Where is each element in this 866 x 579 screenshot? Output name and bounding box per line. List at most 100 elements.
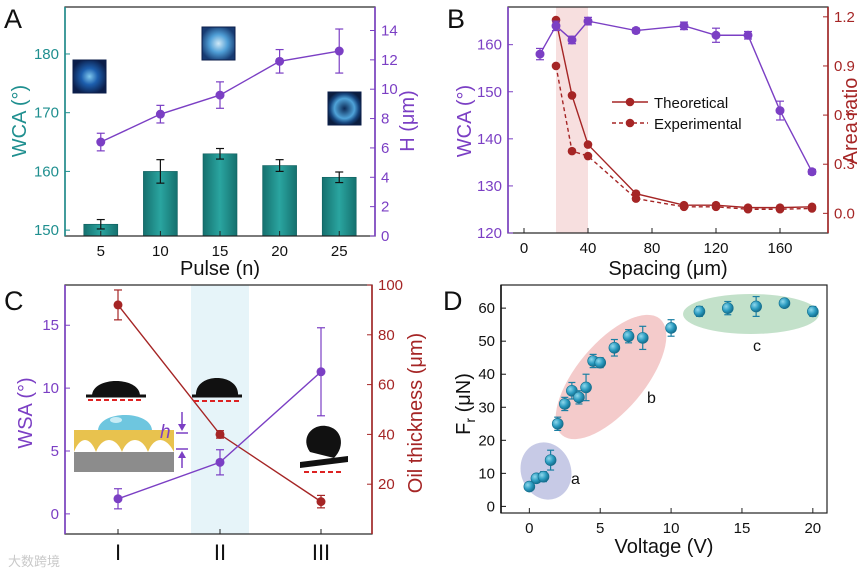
group-label-c: c: [753, 338, 761, 355]
y-right-tick-label: 60: [378, 377, 395, 394]
y-left-tick-label: 10: [42, 380, 59, 397]
series-line-theoretical: [555, 19, 813, 209]
series-line-wca: [539, 20, 813, 173]
data-point-area-ratio: [679, 202, 689, 212]
legend-theoretical: Theoretical: [654, 95, 728, 112]
data-point-fr: [544, 454, 557, 466]
data-point-fr: [665, 322, 677, 334]
y-left-tick-label: 120: [477, 225, 502, 242]
data-point-fr: [608, 341, 621, 354]
x-tick-label: 160: [767, 240, 792, 257]
data-point-fr: [721, 302, 734, 314]
y-right-tick-label: 0.6: [834, 107, 855, 124]
data-point-area-ratio: [583, 151, 593, 161]
droplet-sketch-2: [192, 378, 242, 402]
y-left-label-c: WSA (°): [15, 377, 37, 448]
panel-label-a: A: [4, 4, 22, 34]
data-point-h: [155, 109, 165, 119]
data-point-area-ratio: [807, 204, 817, 213]
group-label-a: a: [571, 471, 580, 488]
data-point-wca: [567, 35, 577, 45]
panel-label-d: D: [443, 286, 463, 316]
x-tick-label: I: [115, 540, 121, 565]
y-right-tick-label: 0: [381, 228, 389, 245]
data-point-wca: [631, 26, 641, 36]
y-right-tick-label: 2: [381, 199, 389, 216]
x-tick-label: 120: [703, 240, 728, 257]
x-tick-label: 0: [520, 240, 528, 257]
x-axis-label-d: Voltage (V): [615, 536, 714, 558]
y-right-tick-label: 6: [381, 140, 389, 157]
y-left-tick-label: 140: [477, 131, 502, 148]
x-tick-label: 20: [271, 243, 288, 260]
y-right-tick-label: 40: [378, 426, 395, 443]
data-point-area-ratio: [743, 204, 753, 214]
bar: [202, 153, 238, 237]
data-point-h: [96, 137, 106, 147]
data-point-area-ratio: [775, 204, 785, 214]
legend-experimental: Experimental: [654, 116, 742, 133]
group-label-b: b: [647, 390, 656, 407]
h-label: h: [160, 422, 171, 443]
y-left-label-b: WCA (°): [454, 85, 476, 157]
y-left-tick-label: 180: [34, 46, 59, 63]
x-tick-label: 15: [734, 520, 751, 537]
data-point-area-ratio: [567, 91, 577, 100]
data-point-fr: [622, 330, 635, 343]
group-ellipse-b: [555, 314, 667, 440]
micrograph-inset-5: [72, 59, 107, 94]
x-tick-label: 25: [331, 243, 348, 260]
data-point-fr: [523, 480, 536, 493]
data-point-h: [334, 46, 344, 56]
data-point-area-ratio: [631, 194, 641, 203]
data-point-fr: [750, 300, 762, 313]
data-point-h: [275, 56, 285, 66]
x-axis-label-b: Spacing (μm): [608, 258, 727, 280]
x-tick-label: 40: [580, 240, 597, 257]
series-line-experimental: [555, 65, 813, 210]
y-left-tick-label: 0: [487, 498, 495, 515]
panel-label-b: B: [447, 4, 465, 34]
y-axis-label-d: Fr (μN): [453, 373, 478, 435]
data-point-wsa: [215, 457, 225, 467]
y-right-label-b: Area ratio: [840, 78, 862, 165]
data-point-area-ratio: [551, 61, 561, 71]
data-point-fr: [580, 381, 592, 394]
y-left-label-a: WCA (°): [9, 85, 31, 157]
y-right-tick-label: 14: [381, 22, 398, 39]
data-point-fr: [551, 417, 564, 430]
x-tick-label: III: [312, 540, 330, 565]
y-right-tick-label: 4: [381, 169, 389, 186]
x-tick-label: 10: [152, 243, 169, 260]
data-point-fr: [594, 356, 607, 369]
data-point-area-ratio: [711, 202, 721, 212]
y-left-tick-label: 160: [477, 37, 502, 54]
y-right-tick-label: 20: [378, 476, 395, 493]
y-right-tick-label: 10: [381, 81, 398, 98]
y-left-tick-label: 160: [34, 163, 59, 180]
data-point-wca: [807, 167, 817, 177]
y-right-tick-label: 80: [378, 327, 395, 344]
y-right-tick-label: 100: [378, 277, 403, 294]
y-right-tick-label: 0.0: [834, 205, 855, 222]
data-point-fr: [636, 332, 649, 344]
x-tick-label: 5: [97, 243, 105, 260]
data-point-fr: [693, 305, 706, 318]
y-right-tick-label: 12: [381, 52, 398, 69]
y-left-tick-label: 130: [477, 178, 502, 195]
micrograph-inset-15: [201, 26, 236, 61]
y-left-tick-label: 40: [478, 366, 495, 383]
data-point-area-ratio: [567, 146, 577, 156]
y-left-tick-label: 150: [34, 222, 59, 239]
y-right-label-a: H (μm): [397, 90, 419, 152]
data-point-h: [215, 90, 225, 100]
x-tick-label: 10: [663, 520, 680, 537]
data-point-wca: [711, 30, 721, 40]
bar: [262, 165, 297, 237]
y-right-tick-label: 0.3: [834, 156, 855, 173]
y-left-tick-label: 50: [478, 333, 495, 350]
data-point-oil: [113, 300, 123, 310]
x-tick-label: 15: [212, 243, 229, 260]
data-point-wca: [583, 16, 593, 26]
